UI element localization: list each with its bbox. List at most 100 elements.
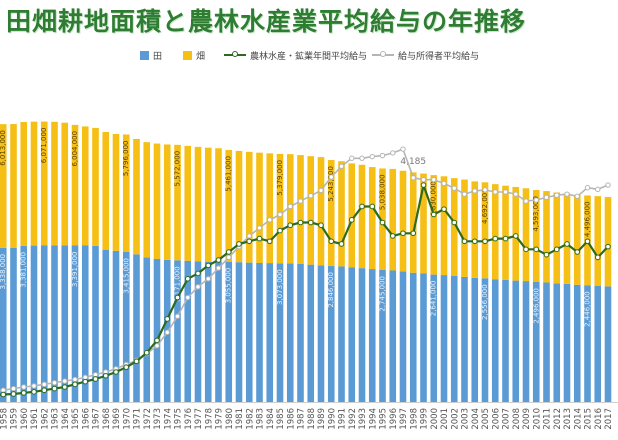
agri-wage-point xyxy=(348,217,355,223)
x-tick-label: 1997 xyxy=(399,408,409,430)
avg-wage-point xyxy=(543,194,550,201)
avg-wage-point xyxy=(328,174,334,180)
x-tick-label: 2005 xyxy=(481,408,491,430)
bar-paddy xyxy=(0,247,7,402)
x-axis: 1957195819591960196119621963196419651966… xyxy=(0,402,618,430)
avg-wage-point xyxy=(564,191,570,197)
bar-upland xyxy=(204,147,212,262)
bar-paddy xyxy=(194,261,202,402)
bar-paddy xyxy=(491,279,499,402)
x-tick-label: 1964 xyxy=(61,408,71,430)
legend-swatch-paddy xyxy=(140,50,149,60)
bar-upland xyxy=(420,173,427,274)
bar-paddy xyxy=(389,270,397,402)
agri-wage-point xyxy=(338,241,345,247)
x-tick-label: 1965 xyxy=(71,408,81,430)
avg-wage-point xyxy=(10,385,17,392)
bar-paddy xyxy=(307,264,315,402)
avg-wage-point xyxy=(410,175,416,181)
agri-wage-point xyxy=(553,246,560,253)
bar-paddy xyxy=(51,245,58,402)
avg-wage-point xyxy=(31,383,37,389)
agri-wage-point xyxy=(41,387,48,394)
x-tick-label: 1991 xyxy=(338,408,348,430)
x-tick-label: 2004 xyxy=(471,408,481,430)
x-tick-label: 1976 xyxy=(184,408,194,430)
x-tick-label: 1973 xyxy=(153,408,163,430)
x-tick-label: 1969 xyxy=(112,408,122,430)
bar-paddy xyxy=(133,254,140,402)
legend-item-paddy: 田 xyxy=(140,44,162,66)
bar-paddy xyxy=(604,286,612,402)
bar-paddy xyxy=(276,263,284,402)
avg-wage-point xyxy=(277,211,283,218)
bar-paddy xyxy=(399,271,407,402)
bar-upland xyxy=(81,126,89,246)
agri-wage-point xyxy=(574,249,581,255)
x-tick-label: 1992 xyxy=(348,408,358,430)
agri-wage-point xyxy=(451,219,458,226)
avg-wage-point xyxy=(205,276,211,282)
data-label-paddy: 3,171,000 xyxy=(174,266,182,302)
avg-wage-point xyxy=(400,146,406,152)
bar-paddy xyxy=(461,276,468,402)
bar-upland xyxy=(461,179,468,277)
agri-wage-point xyxy=(400,230,406,237)
avg-wage-point xyxy=(554,192,560,198)
chart-title: 田畑耕地面積と農林水産業平均給与の年推移 xyxy=(6,7,527,36)
legend-item-avg-wage: 給与所得者平均給与 xyxy=(372,44,479,66)
bar-paddy xyxy=(430,274,438,402)
agri-wage-point xyxy=(72,381,78,388)
bar-paddy xyxy=(102,249,110,402)
agri-wage-point xyxy=(184,275,191,282)
bar-upland xyxy=(389,168,397,271)
agri-wage-point xyxy=(389,233,396,239)
avg-wage-point xyxy=(72,376,78,383)
data-label-upland: 4,496,000 xyxy=(584,201,592,237)
data-label-paddy: 3,381,000 xyxy=(20,252,28,288)
bar-upland xyxy=(184,145,192,261)
bar-upland xyxy=(163,144,171,260)
bar-paddy xyxy=(338,266,345,402)
data-label-paddy: 2,446,000 xyxy=(584,291,592,327)
agri-wage-point xyxy=(266,238,273,245)
bar-upland xyxy=(604,197,612,287)
avg-wage-point xyxy=(267,217,273,223)
bar-upland xyxy=(563,193,571,284)
x-tick-label: 1960 xyxy=(20,408,30,430)
agri-wage-point xyxy=(143,349,150,356)
bar-upland xyxy=(122,134,130,252)
agri-wage-point xyxy=(502,235,509,242)
avg-wage-point xyxy=(595,186,601,193)
agri-wage-point xyxy=(82,378,89,385)
data-label-upland: 5,796,000 xyxy=(122,140,130,176)
agri-wage-point xyxy=(113,369,119,375)
legend-item-agri-wage: 農林水産・鉱業年間平均給与 xyxy=(224,44,367,66)
agri-wage-point xyxy=(359,203,365,210)
x-tick-label: 2002 xyxy=(450,408,460,430)
x-tick-label: 1967 xyxy=(92,408,102,430)
avg-wage-point xyxy=(41,381,47,388)
x-tick-label: 2014 xyxy=(573,408,583,430)
avg-wage-point xyxy=(246,233,252,239)
agri-wage-point xyxy=(492,235,499,242)
agri-wage-point xyxy=(328,238,335,245)
agri-wage-point xyxy=(461,238,468,245)
avg-wage-point xyxy=(502,189,509,195)
x-tick-label: 1986 xyxy=(286,408,296,430)
x-tick-label: 1983 xyxy=(256,408,266,430)
avg-wage-point xyxy=(287,203,293,210)
bar-paddy xyxy=(563,283,571,402)
data-label-paddy: 2,745,000 xyxy=(379,276,387,312)
avg-wage-point xyxy=(390,150,396,156)
agri-wage-point xyxy=(20,390,27,396)
x-tick-label: 2010 xyxy=(532,408,542,430)
data-label-paddy: 3,338,000 xyxy=(0,254,7,290)
legend-label-paddy: 田 xyxy=(153,51,163,62)
bar-upland xyxy=(194,146,202,262)
agri-wage-point xyxy=(31,389,37,395)
avg-wage-point xyxy=(379,152,386,159)
bar-paddy xyxy=(143,257,151,402)
data-label-paddy: 2,641,000 xyxy=(430,281,438,317)
